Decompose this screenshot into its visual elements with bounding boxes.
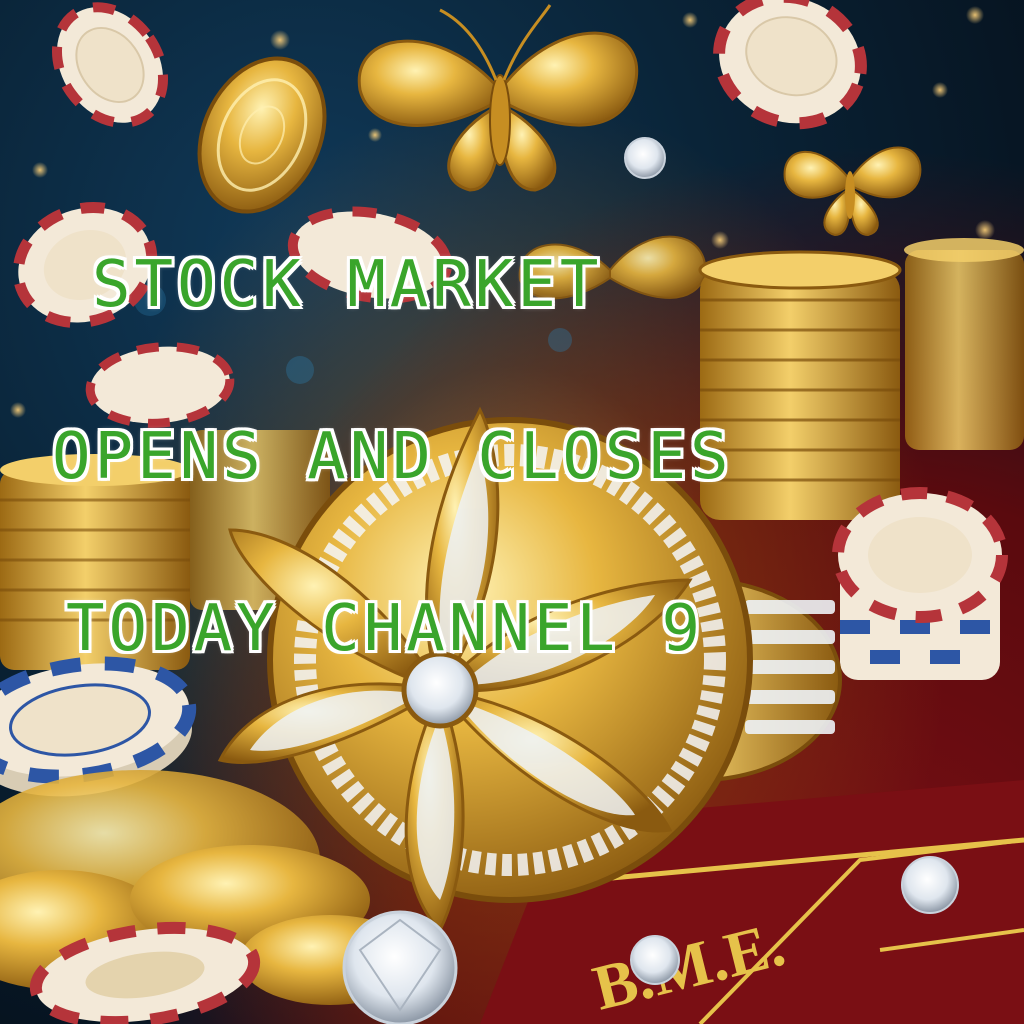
gold-coin-stack-right — [698, 238, 1024, 520]
poker-chip-mid — [287, 206, 453, 304]
poker-chip-left-lower — [85, 342, 235, 428]
gold-butterfly-large — [357, 4, 639, 192]
poker-chip-stack-right — [832, 487, 1008, 680]
jeweled-flower-ring — [217, 406, 842, 933]
bokeh-lights — [10, 6, 995, 418]
poker-chip-top-right — [713, 0, 867, 130]
gold-coin-falling — [197, 56, 327, 214]
poker-chip-bottom-left — [29, 921, 261, 1024]
caption-line-3: TODAY CHANNEL 9 — [66, 592, 704, 666]
gold-butterfly-small — [783, 146, 922, 237]
caption-line-2: OPENS AND CLOSES — [52, 420, 733, 494]
poker-chip-mid-left — [12, 201, 158, 329]
blue-poker-chip-left — [0, 656, 197, 797]
caption-line-1: STOCK MARKET — [92, 248, 603, 322]
gold-butterfly-mid — [518, 235, 707, 300]
poker-chip-top-left — [51, 2, 169, 128]
loose-diamonds — [342, 137, 959, 1024]
